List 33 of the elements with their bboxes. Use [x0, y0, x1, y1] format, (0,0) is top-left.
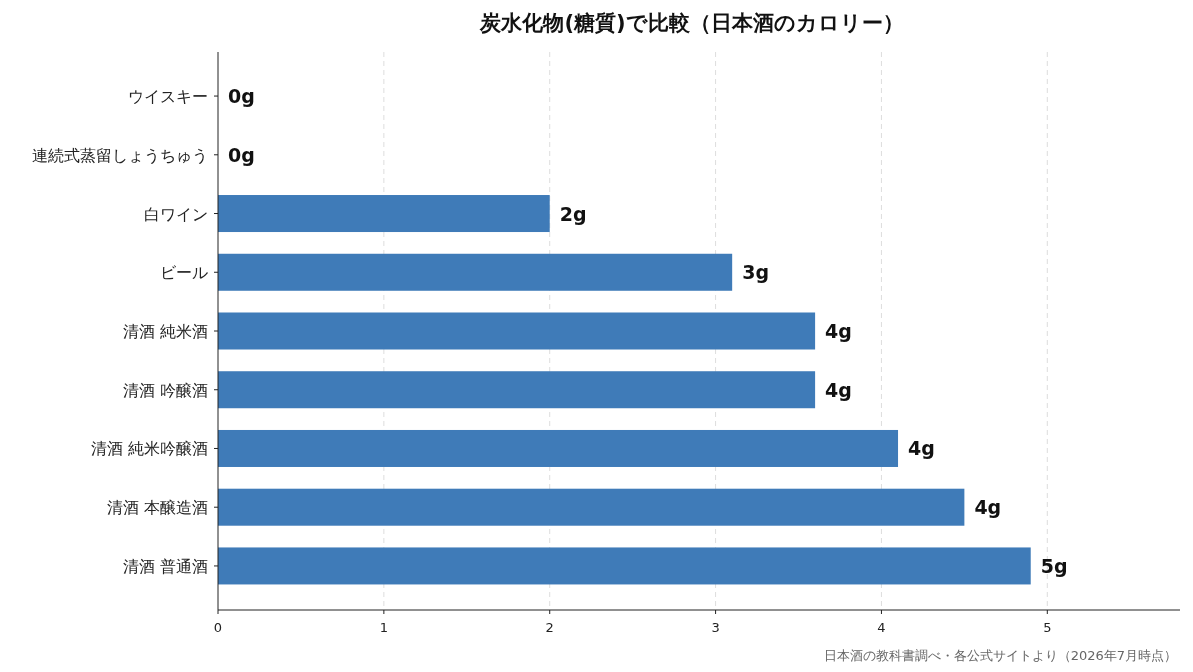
- data-label: 4g: [974, 496, 1002, 519]
- y-tick-label: ウイスキー: [128, 87, 208, 107]
- bar: [218, 253, 733, 291]
- bar: [218, 488, 965, 526]
- x-tick-label: 5: [1043, 620, 1052, 635]
- data-label: 0g: [228, 143, 255, 166]
- x-tick-label: 1: [379, 620, 388, 635]
- text: 日本酒の教科書調べ・各公式サイトより（2026年7月時点）: [823, 648, 1177, 663]
- data-label: 3g: [742, 261, 769, 284]
- data-label: 4g: [908, 437, 935, 460]
- y-tick-label: 清酒 純米吟醸酒: [90, 439, 208, 459]
- data-label: 5g: [1040, 554, 1068, 577]
- data-label: 2g: [559, 202, 587, 225]
- data-label: 0g: [228, 85, 255, 108]
- y-tick-label: ビール: [160, 263, 208, 283]
- y-tick-label: 白ワイン: [144, 204, 208, 224]
- bar: [218, 429, 899, 467]
- y-tick-label: 清酒 普通酒: [122, 556, 208, 576]
- data-label: 4g: [825, 378, 852, 401]
- bar: [218, 312, 816, 350]
- x-tick-label: 2: [545, 620, 554, 635]
- y-tick-label: 清酒 純米酒: [122, 322, 208, 341]
- bar: [218, 547, 1031, 585]
- x-tick-label: 4: [877, 620, 886, 635]
- chart-title: 炭水化物(糖質)で比較（日本酒のカロリー）: [479, 11, 904, 35]
- data-label: 4g: [825, 320, 852, 342]
- x-tick-label: 0: [213, 620, 223, 635]
- bar: [218, 195, 550, 233]
- y-tick-label: 清酒 吟醸酒: [122, 380, 208, 400]
- bar: [218, 371, 816, 409]
- x-tick-label: 3: [711, 620, 720, 635]
- y-tick-label: 連続式蒸留しょうちゅう: [32, 145, 208, 165]
- y-tick-label: 清酒 本醸造酒: [106, 498, 208, 518]
